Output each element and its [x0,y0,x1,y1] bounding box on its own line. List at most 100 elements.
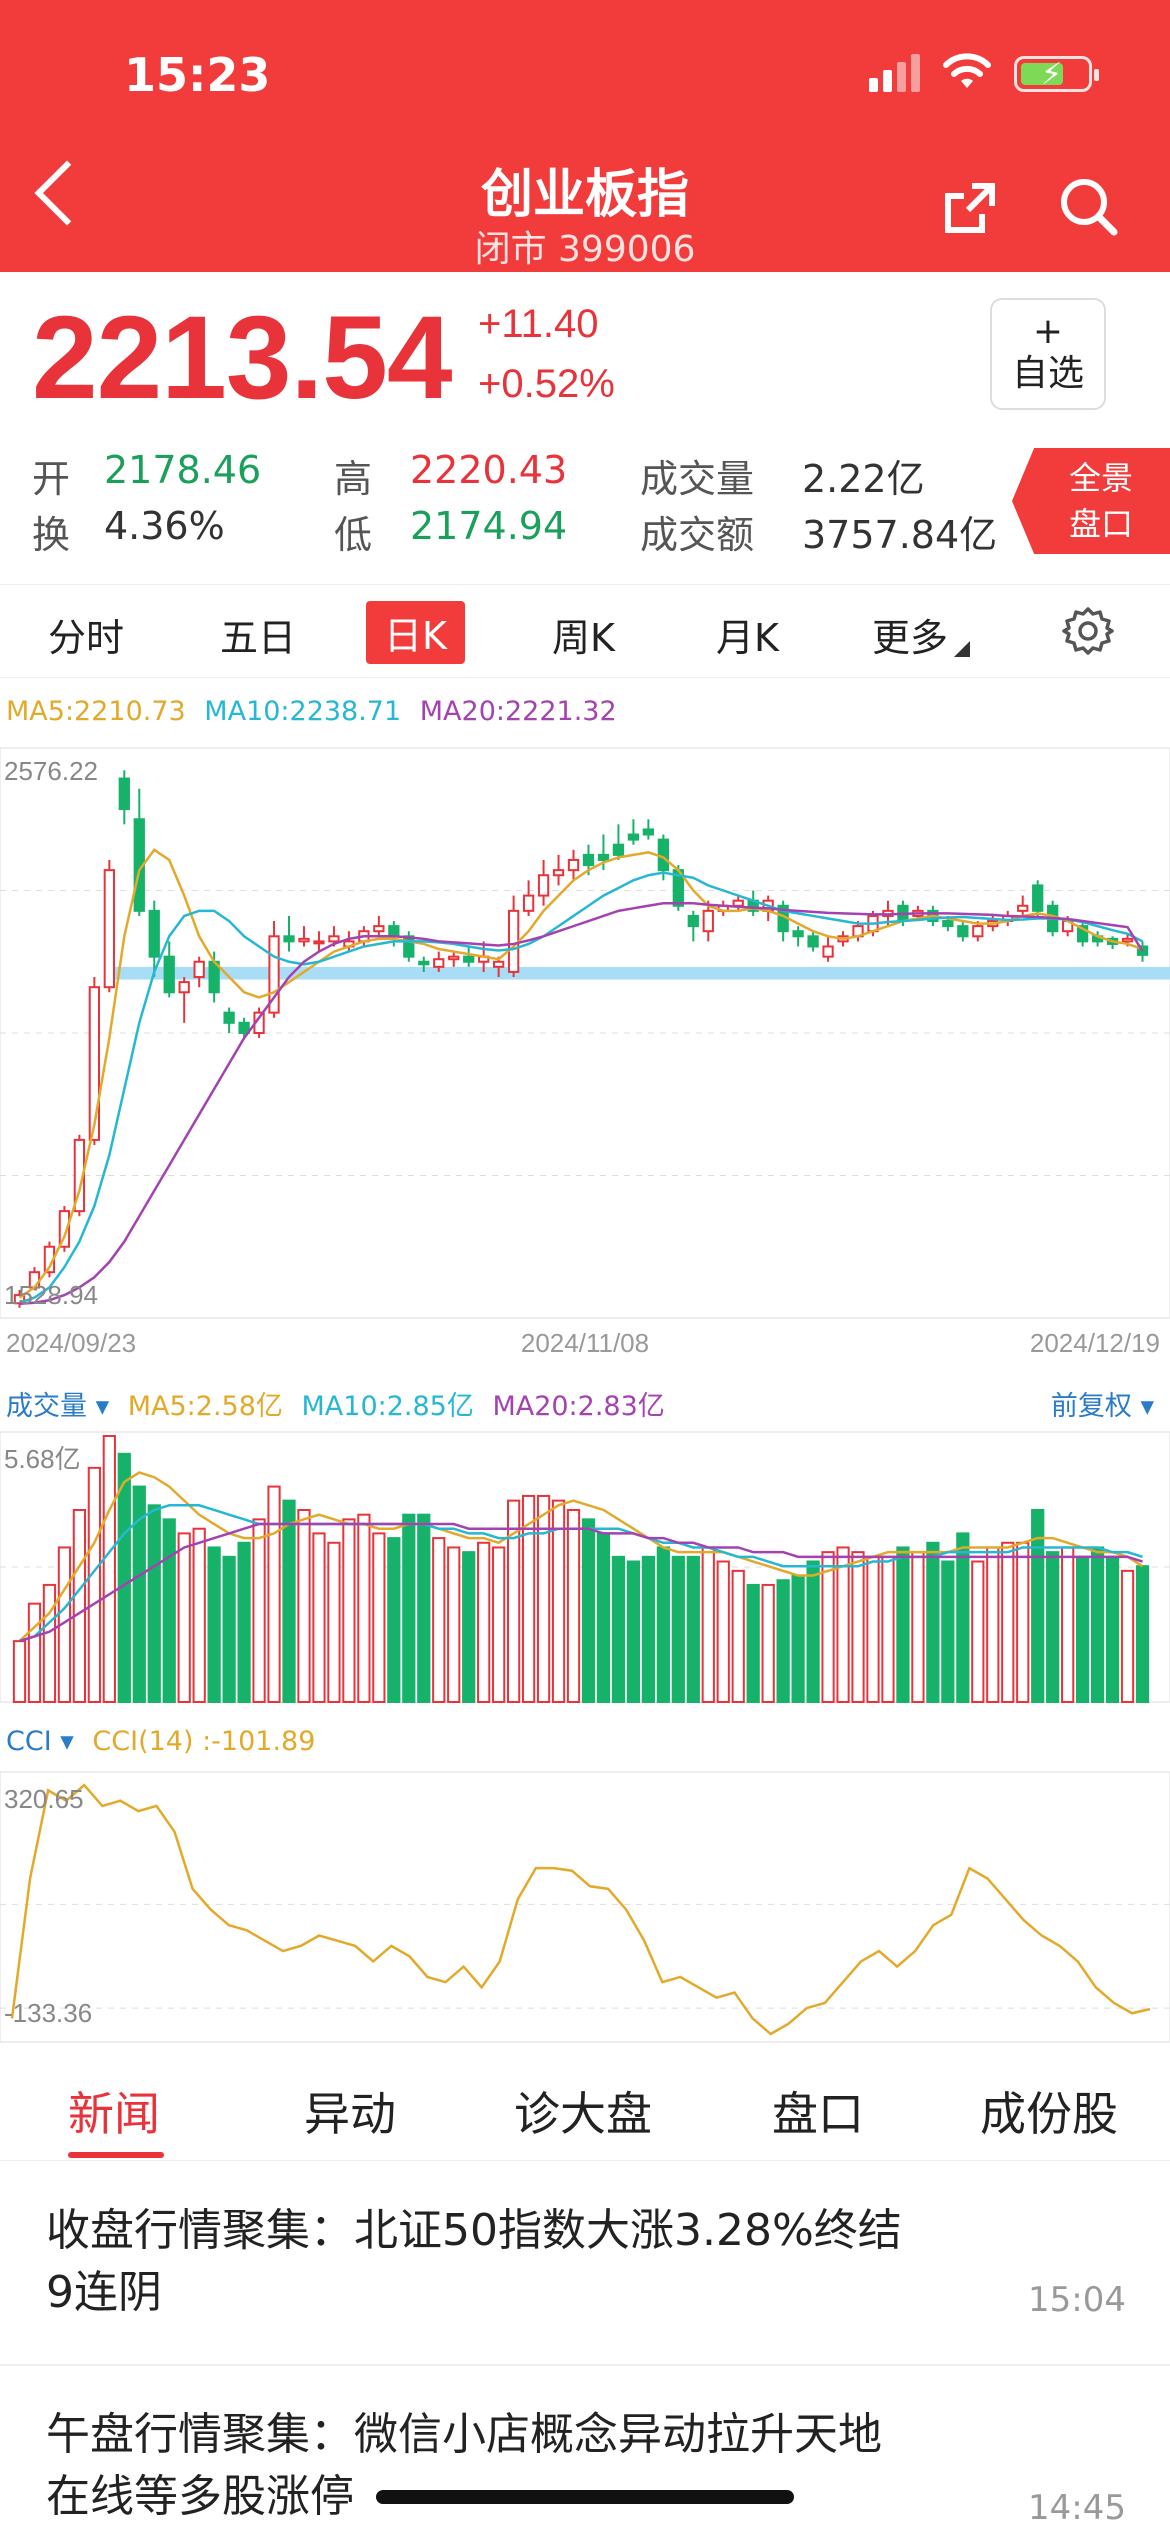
tab-constituents[interactable]: 成份股 [980,2087,1118,2141]
candle-body [58,1210,71,1248]
tab-movement[interactable]: 异动 [304,2087,396,2141]
tab-more[interactable]: 更多 [872,616,949,660]
candle-body [567,858,580,872]
volume-bar [581,1518,596,1703]
volume-bar [971,1560,985,1703]
volume-bar [102,1435,116,1703]
tab-market-diagnosis[interactable]: 诊大盘 [514,2087,652,2141]
volume-bar [596,1532,611,1703]
adjustment-select[interactable]: 前复权 ▾ [1050,1391,1154,1422]
volume-bar [791,1574,805,1703]
news-title: 收盘行情聚集：北证50指数大涨3.28%终结9连阴 [46,2205,902,2318]
wifi-icon [943,53,991,88]
tab-intraday[interactable]: 分时 [48,616,125,660]
candle-body [103,869,115,989]
cci-y-max-label: 320.65 [4,1784,84,1814]
turnover-value: 4.36% [104,504,225,548]
vol-ma20-label: MA20:2.83亿 [492,1391,665,1422]
volume-bar [686,1555,700,1703]
volume-indicator-select[interactable]: 成交量 ▾ [6,1391,110,1422]
full-depth-button[interactable]: 全景 盘口 [1012,448,1170,554]
volume-bar [207,1546,221,1703]
volume-chart[interactable]: 5.68亿 [0,1431,1170,1708]
candle-body [822,945,834,958]
gear-icon[interactable] [1062,605,1114,657]
tab-order-book[interactable]: 盘口 [772,2087,864,2141]
chart-frame [0,747,1170,1319]
share-icon[interactable] [942,180,998,236]
vol-ma10-label: MA10:2.85亿 [301,1391,474,1422]
candle-body [388,925,400,938]
volume-bar [1120,1569,1135,1703]
volume-bar [1046,1551,1060,1704]
cci-line [10,1783,1151,2036]
low-value: 2174.94 [410,504,568,548]
tab-five-day[interactable]: 五日 [220,616,297,660]
volume-bar [372,1532,386,1703]
candle-body [448,955,460,961]
volume-bar [42,1583,57,1703]
app-header: 15:23 ⚡ 创业板指 闭市 399006 [0,0,1170,272]
high-value: 2220.43 [410,448,568,492]
news-item[interactable]: 收盘行情聚集：北证50指数大涨3.28%终结9连阴 15:04 [46,2200,1126,2350]
candle-body [612,843,625,856]
ma20-line [19,901,1144,1305]
volume-bar [836,1546,850,1703]
volume-bar [731,1569,745,1703]
candle-body [418,960,430,966]
tab-monthly-k[interactable]: 月K [716,616,779,660]
volume-bar [417,1513,431,1703]
candle-body [1017,904,1029,912]
volume-bar [551,1499,566,1704]
volume-bar [1090,1546,1105,1703]
active-tab-underline [68,2152,164,2158]
cci-chart[interactable]: 320.65 -133.36 [0,1771,1170,2043]
tab-daily-k[interactable]: 日K [366,601,465,664]
x-date-label: 2024/12/19 [1030,1328,1160,1358]
candle-body [657,838,669,872]
more-triangle-icon [954,641,970,657]
candle-body [298,937,310,943]
last-price: 2213.54 [32,292,453,424]
volume-bar [521,1494,536,1703]
tab-weekly-k[interactable]: 周K [552,616,615,660]
volume-bar [656,1546,670,1703]
tab-news[interactable]: 新闻 [68,2087,160,2141]
volume-bar [881,1555,895,1703]
candle-body [178,981,190,994]
candle-body [732,899,744,907]
price-change: +11.40 [478,302,599,346]
volume-value: 2.22亿 [802,457,925,501]
candle-body [522,894,535,912]
candle-body [403,935,415,958]
candle-body [118,777,130,811]
news-title: 午盘行情聚集：微信小店概念异动拉升天地在线等多股涨停 [46,2409,882,2522]
status-icons: ⚡ [869,52,1099,92]
volume-bar [327,1541,341,1704]
candle-body [193,960,205,979]
search-icon[interactable] [1058,176,1120,238]
amount-value: 3757.84亿 [802,513,998,557]
candle-body [942,920,954,928]
candle-body [972,925,984,938]
news-time: 15:04 [1028,2280,1126,2320]
volume-bar [566,1508,581,1704]
cci-indicator-select[interactable]: CCI ▾ [6,1726,74,1757]
volume-bar [1061,1546,1075,1703]
status-time: 15:23 [124,48,271,102]
volume-bar [1001,1541,1015,1704]
news-item[interactable]: 午盘行情聚集：微信小店概念异动拉升天地在线等多股涨停 14:45 [46,2404,1126,2532]
volume-bar [147,1504,161,1703]
low-label: 低 [334,513,373,557]
volume-bar [87,1466,101,1703]
volume-bar [192,1527,206,1703]
candle-body [957,925,969,938]
full-depth-label-1: 全景 [1068,459,1133,497]
volume-bar [402,1513,416,1703]
kline-chart[interactable]: 2576.22 1528.94 2024/09/23 2024/11/08 2024/1… [0,747,1170,1358]
candle-body [582,853,595,867]
high-label: 高 [334,457,373,501]
volume-bar [626,1560,641,1703]
add-watchlist-button[interactable]: + 自选 [990,298,1106,410]
x-date-label: 2024/11/08 [521,1328,649,1358]
